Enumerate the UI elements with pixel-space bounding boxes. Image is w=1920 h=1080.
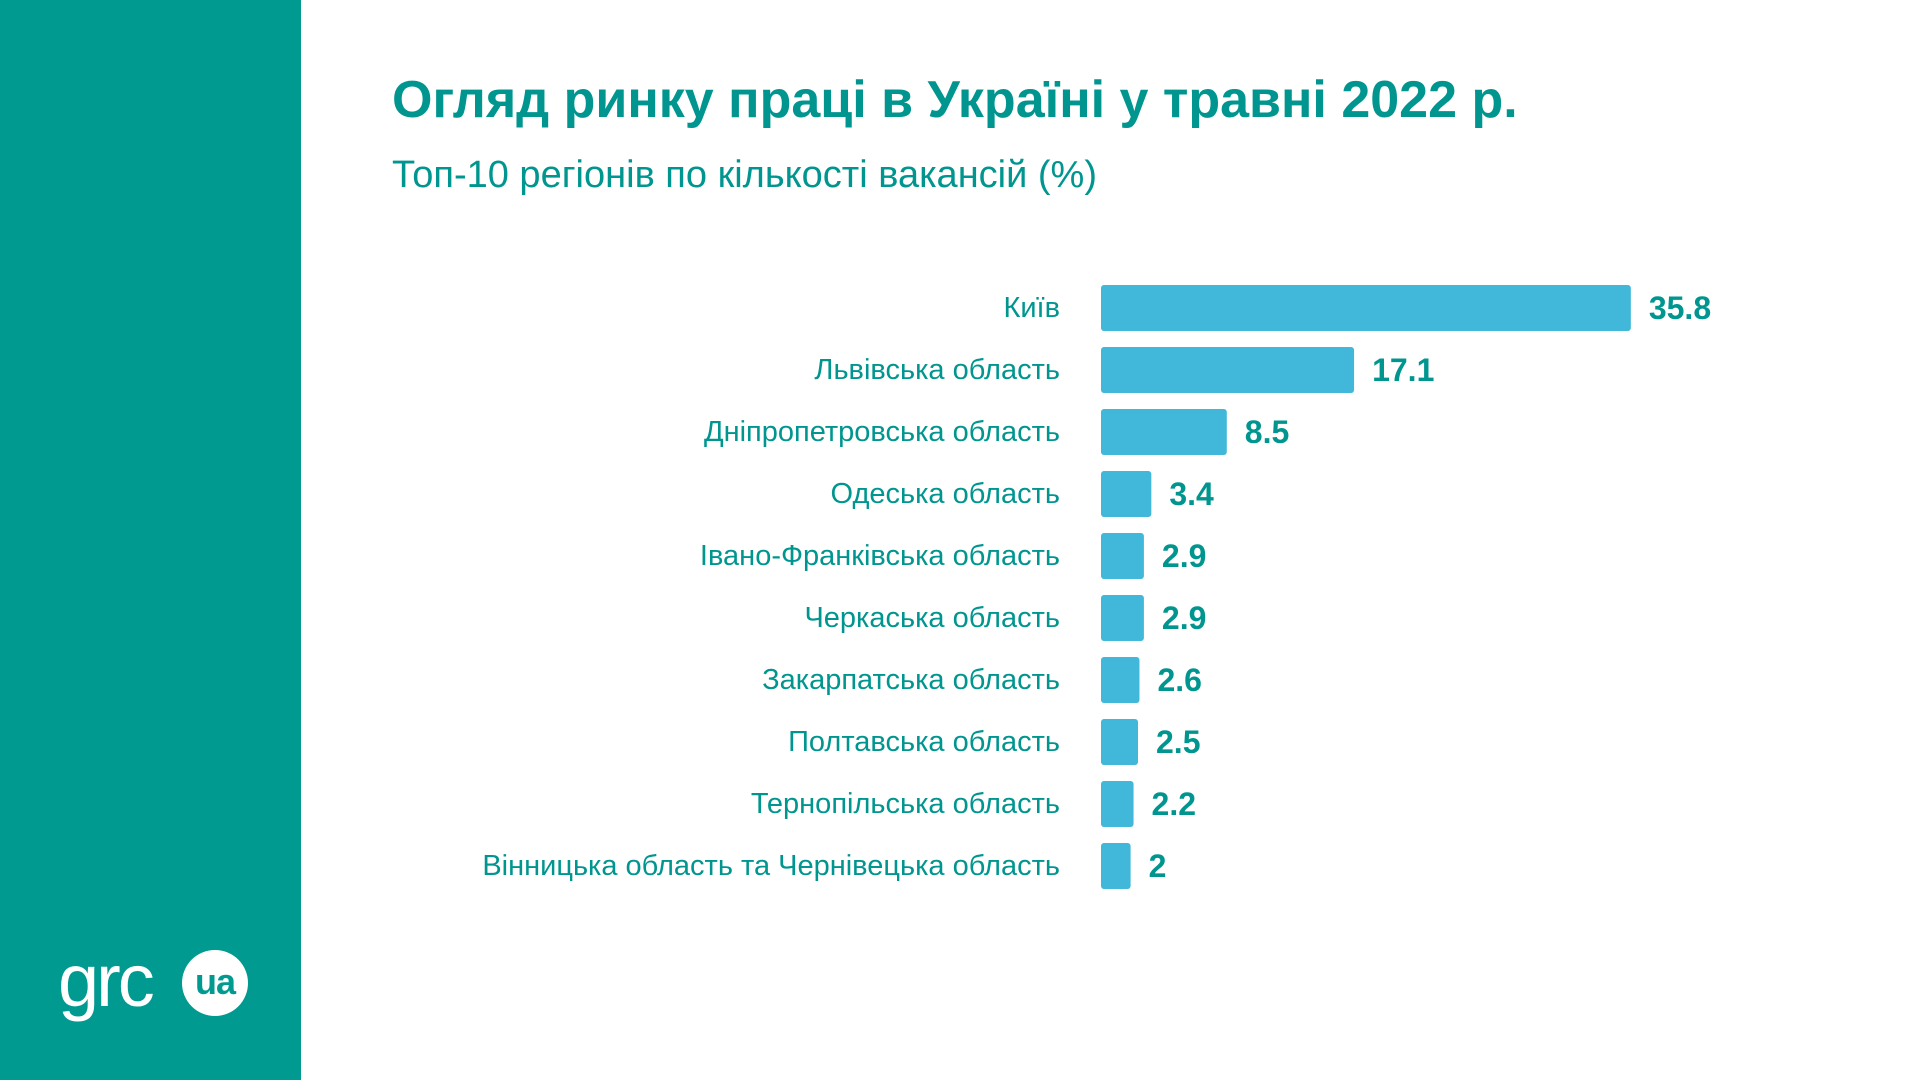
value-label: 2.6 xyxy=(1157,662,1201,698)
value-label: 2.9 xyxy=(1162,538,1206,574)
bar xyxy=(1101,843,1131,889)
category-label: Івано-Франківська область xyxy=(700,540,1060,572)
page-title: Огляд ринку праці в Україні у травні 202… xyxy=(392,71,1518,129)
category-label: Дніпропетровська область xyxy=(704,416,1060,448)
logo-text: grc xyxy=(58,939,155,1022)
bar xyxy=(1101,285,1631,331)
bar xyxy=(1101,409,1227,455)
grc-ua-logo: grc ua xyxy=(58,938,258,1024)
value-label: 2.5 xyxy=(1156,724,1200,760)
category-label: Черкаська область xyxy=(804,602,1060,634)
bar xyxy=(1101,719,1138,765)
bar xyxy=(1101,781,1134,827)
bar xyxy=(1101,533,1144,579)
category-label: Полтавська область xyxy=(788,726,1060,758)
value-label: 8.5 xyxy=(1245,414,1289,450)
value-label: 17.1 xyxy=(1372,352,1434,388)
category-label: Вінницька область та Чернівецька область xyxy=(482,850,1060,882)
value-label: 2.2 xyxy=(1152,786,1196,822)
bar xyxy=(1101,657,1140,703)
value-label: 3.4 xyxy=(1169,476,1214,512)
sidebar-panel: grc ua xyxy=(0,0,301,1080)
bar xyxy=(1101,471,1152,517)
category-label: Тернопільська область xyxy=(751,788,1060,820)
logo-badge: ua xyxy=(182,950,248,1016)
category-label: Одеська область xyxy=(831,478,1060,510)
category-label: Львівська область xyxy=(814,354,1060,386)
category-label: Закарпатська область xyxy=(762,664,1060,696)
bar xyxy=(1101,595,1144,641)
value-label: 2.9 xyxy=(1162,600,1206,636)
chart-subtitle: Топ-10 регіонів по кількості вакансій (%… xyxy=(392,154,1098,196)
value-label: 35.8 xyxy=(1649,290,1711,326)
category-label: Київ xyxy=(1003,292,1060,324)
value-label: 2 xyxy=(1149,848,1167,884)
bar xyxy=(1101,347,1355,393)
